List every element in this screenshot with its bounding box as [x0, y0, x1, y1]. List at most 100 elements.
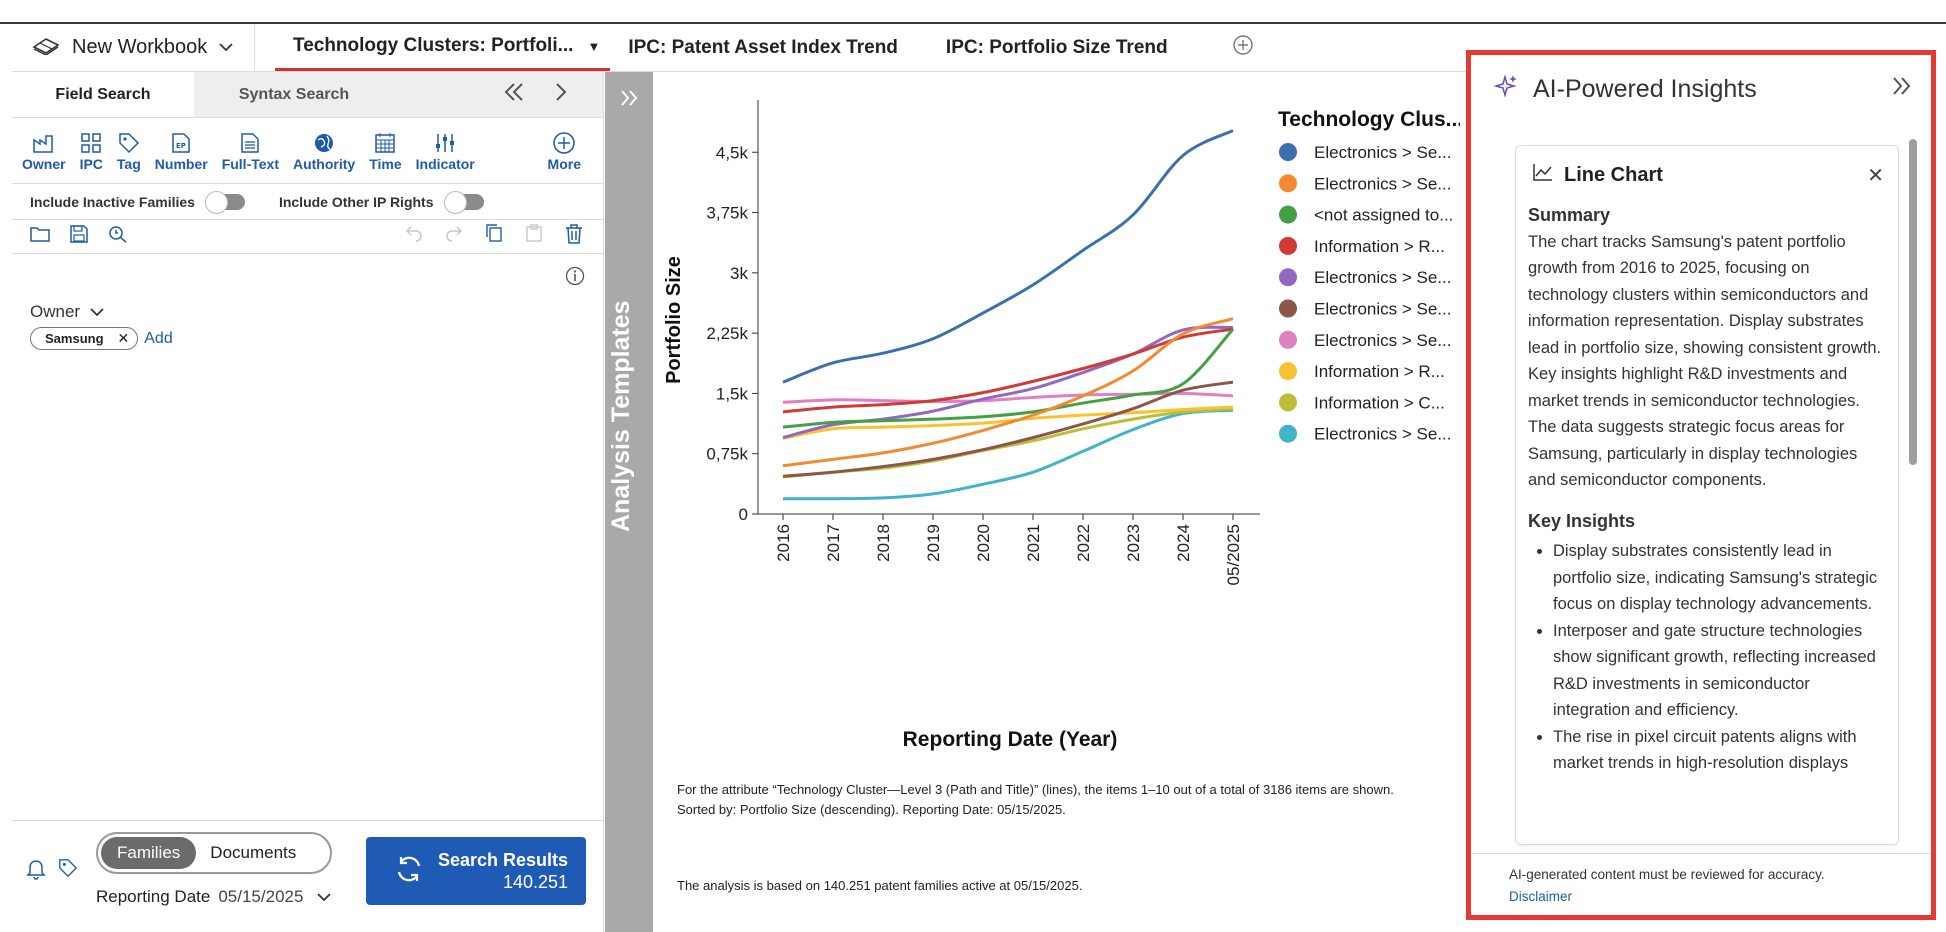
legend-marker — [1279, 143, 1297, 161]
y-tick-label: 3,75k — [706, 204, 748, 223]
legend-entry: Information > C... — [1314, 393, 1445, 412]
panel-nav — [503, 72, 603, 117]
refresh-icon — [394, 854, 424, 889]
workbook-selector[interactable]: New Workbook — [12, 24, 255, 71]
tool-label: More — [547, 156, 581, 172]
series-line-3 — [782, 328, 1235, 429]
series-line-10 — [782, 408, 1234, 501]
search-results-count: 140.251 — [502, 872, 569, 892]
undo-icon[interactable] — [405, 224, 423, 249]
full-text-tool[interactable]: Full-Text — [222, 130, 279, 172]
folder-icon[interactable] — [30, 225, 50, 248]
series-line-2 — [782, 317, 1234, 468]
tag-icon — [118, 130, 140, 156]
line-chart-icon — [1532, 162, 1554, 188]
owner-values: Samsung ✕ Add — [30, 327, 173, 350]
chevron-down-icon — [90, 302, 104, 322]
x-tick-label: 2021 — [1024, 524, 1043, 562]
double-chevron-right-icon[interactable] — [619, 88, 639, 114]
search-results-button[interactable]: Search Results 140.251 — [366, 837, 586, 905]
y-axis-title: Portfolio Size — [663, 256, 685, 384]
x-tick-label: 2024 — [1174, 524, 1193, 562]
chart-svg: 0 0,75k 1,5k 2,25k 3k 3,75k 4,5k 2016 2017 2018 20… — [663, 100, 1463, 751]
tab-ipc-portfolio-size[interactable]: IPC: Portfolio Size Trend — [928, 24, 1186, 71]
x-tick-label: 2017 — [824, 524, 843, 562]
line-chart: 0 0,75k 1,5k 2,25k 3k 3,75k 4,5k 2016 2017 2018 20… — [660, 100, 1463, 775]
close-icon[interactable]: ✕ — [1867, 164, 1884, 187]
workbook-icon — [32, 35, 60, 60]
x-tick-label: 2016 — [774, 524, 793, 562]
indicator-tool[interactable]: Indicator — [416, 130, 475, 172]
families-option[interactable]: Families — [101, 837, 197, 869]
bell-icon[interactable] — [26, 858, 46, 885]
tab-label: IPC: Patent Asset Index Trend — [628, 36, 898, 58]
legend-entry: Electronics > Se... — [1314, 300, 1451, 319]
chevron-right-icon[interactable] — [555, 82, 567, 108]
trash-icon[interactable] — [565, 224, 583, 249]
edit-actions — [405, 224, 603, 249]
add-tab-icon[interactable] — [1232, 34, 1254, 61]
legend-entry: Information > R... — [1314, 362, 1445, 381]
x-tick-label: 2018 — [874, 524, 893, 562]
tag-tool[interactable]: Tag — [117, 130, 141, 172]
legend-marker — [1279, 174, 1297, 193]
caption-line-1: For the attribute “Technology Cluster—Le… — [677, 782, 1394, 797]
ipc-tool[interactable]: IPC — [80, 130, 103, 172]
tab-field-search[interactable]: Field Search — [12, 72, 194, 117]
double-chevron-right-icon[interactable] — [1891, 75, 1913, 103]
svg-text:EP: EP — [176, 142, 186, 150]
legend-entry: Electronics > Se... — [1314, 174, 1451, 193]
documents-option[interactable]: Documents — [210, 843, 297, 862]
owner-tool[interactable]: Owner — [22, 130, 66, 172]
reporting-date-selector[interactable]: Reporting Date 05/15/2025 — [96, 887, 332, 907]
analysis-templates-rail[interactable]: Analysis Templates — [605, 72, 653, 932]
history-search-icon[interactable] — [108, 225, 128, 248]
families-documents-switch: Families Documents — [96, 832, 332, 874]
tab-technology-clusters[interactable]: Technology Clusters: Portfoli... ▼ — [275, 24, 611, 71]
copy-icon[interactable] — [485, 224, 503, 249]
paste-icon[interactable] — [525, 224, 543, 249]
query-actions — [12, 220, 603, 254]
ai-insights-panel: AI-Powered Insights Line Chart ✕ Summary… — [1466, 50, 1936, 920]
disclaimer-link[interactable]: Disclaimer — [1509, 889, 1573, 904]
redo-icon[interactable] — [445, 224, 463, 249]
tab-ipc-patent-asset-index[interactable]: IPC: Patent Asset Index Trend — [610, 24, 916, 71]
include-inactive-toggle[interactable] — [204, 190, 245, 214]
number-tool[interactable]: EP Number — [155, 130, 208, 172]
toggle-row: Include Inactive Families Include Other … — [12, 184, 603, 220]
authority-tool[interactable]: Authority — [293, 130, 355, 172]
double-chevron-left-icon[interactable] — [503, 82, 525, 108]
sparkle-icon — [1493, 73, 1519, 106]
tag-icon[interactable] — [58, 858, 78, 883]
legend-marker — [1279, 268, 1297, 287]
include-other-ip-toggle[interactable] — [443, 190, 484, 214]
x-tick-label: 05/2025 — [1224, 524, 1243, 585]
legend-marker — [1279, 393, 1297, 412]
ai-panel-title: AI-Powered Insights — [1533, 75, 1757, 103]
close-icon[interactable]: ✕ — [117, 330, 130, 346]
owner-field[interactable]: Owner — [30, 302, 104, 322]
tab-label: IPC: Portfolio Size Trend — [945, 36, 1168, 58]
tab-menu-icon[interactable]: ▼ — [587, 38, 601, 54]
save-icon[interactable] — [70, 225, 88, 248]
owner-chip[interactable]: Samsung ✕ — [30, 327, 139, 350]
y-tick-label: 0 — [739, 505, 748, 524]
info-icon[interactable] — [565, 266, 585, 291]
caption-line-2: Sorted by: Portfolio Size (descending). … — [677, 802, 1066, 817]
time-tool[interactable]: Time — [369, 130, 402, 172]
tool-label: Time — [369, 156, 402, 172]
document-text-icon — [240, 130, 260, 156]
chevron-down-icon — [317, 887, 332, 907]
tab-syntax-search[interactable]: Syntax Search — [238, 85, 350, 103]
chevron-down-icon[interactable] — [219, 39, 233, 57]
factory-icon — [32, 130, 56, 156]
add-owner-link[interactable]: Add — [144, 329, 173, 347]
legend-marker — [1279, 236, 1297, 255]
more-tool[interactable]: More — [548, 130, 581, 172]
legend-marker — [1279, 299, 1297, 318]
scrollbar[interactable] — [1909, 139, 1917, 465]
y-tick-label: 3k — [730, 264, 748, 283]
reporting-date-value: 05/15/2025 — [218, 887, 304, 906]
legend-entry: Electronics > Se... — [1314, 425, 1451, 444]
tool-label: Owner — [22, 156, 66, 172]
